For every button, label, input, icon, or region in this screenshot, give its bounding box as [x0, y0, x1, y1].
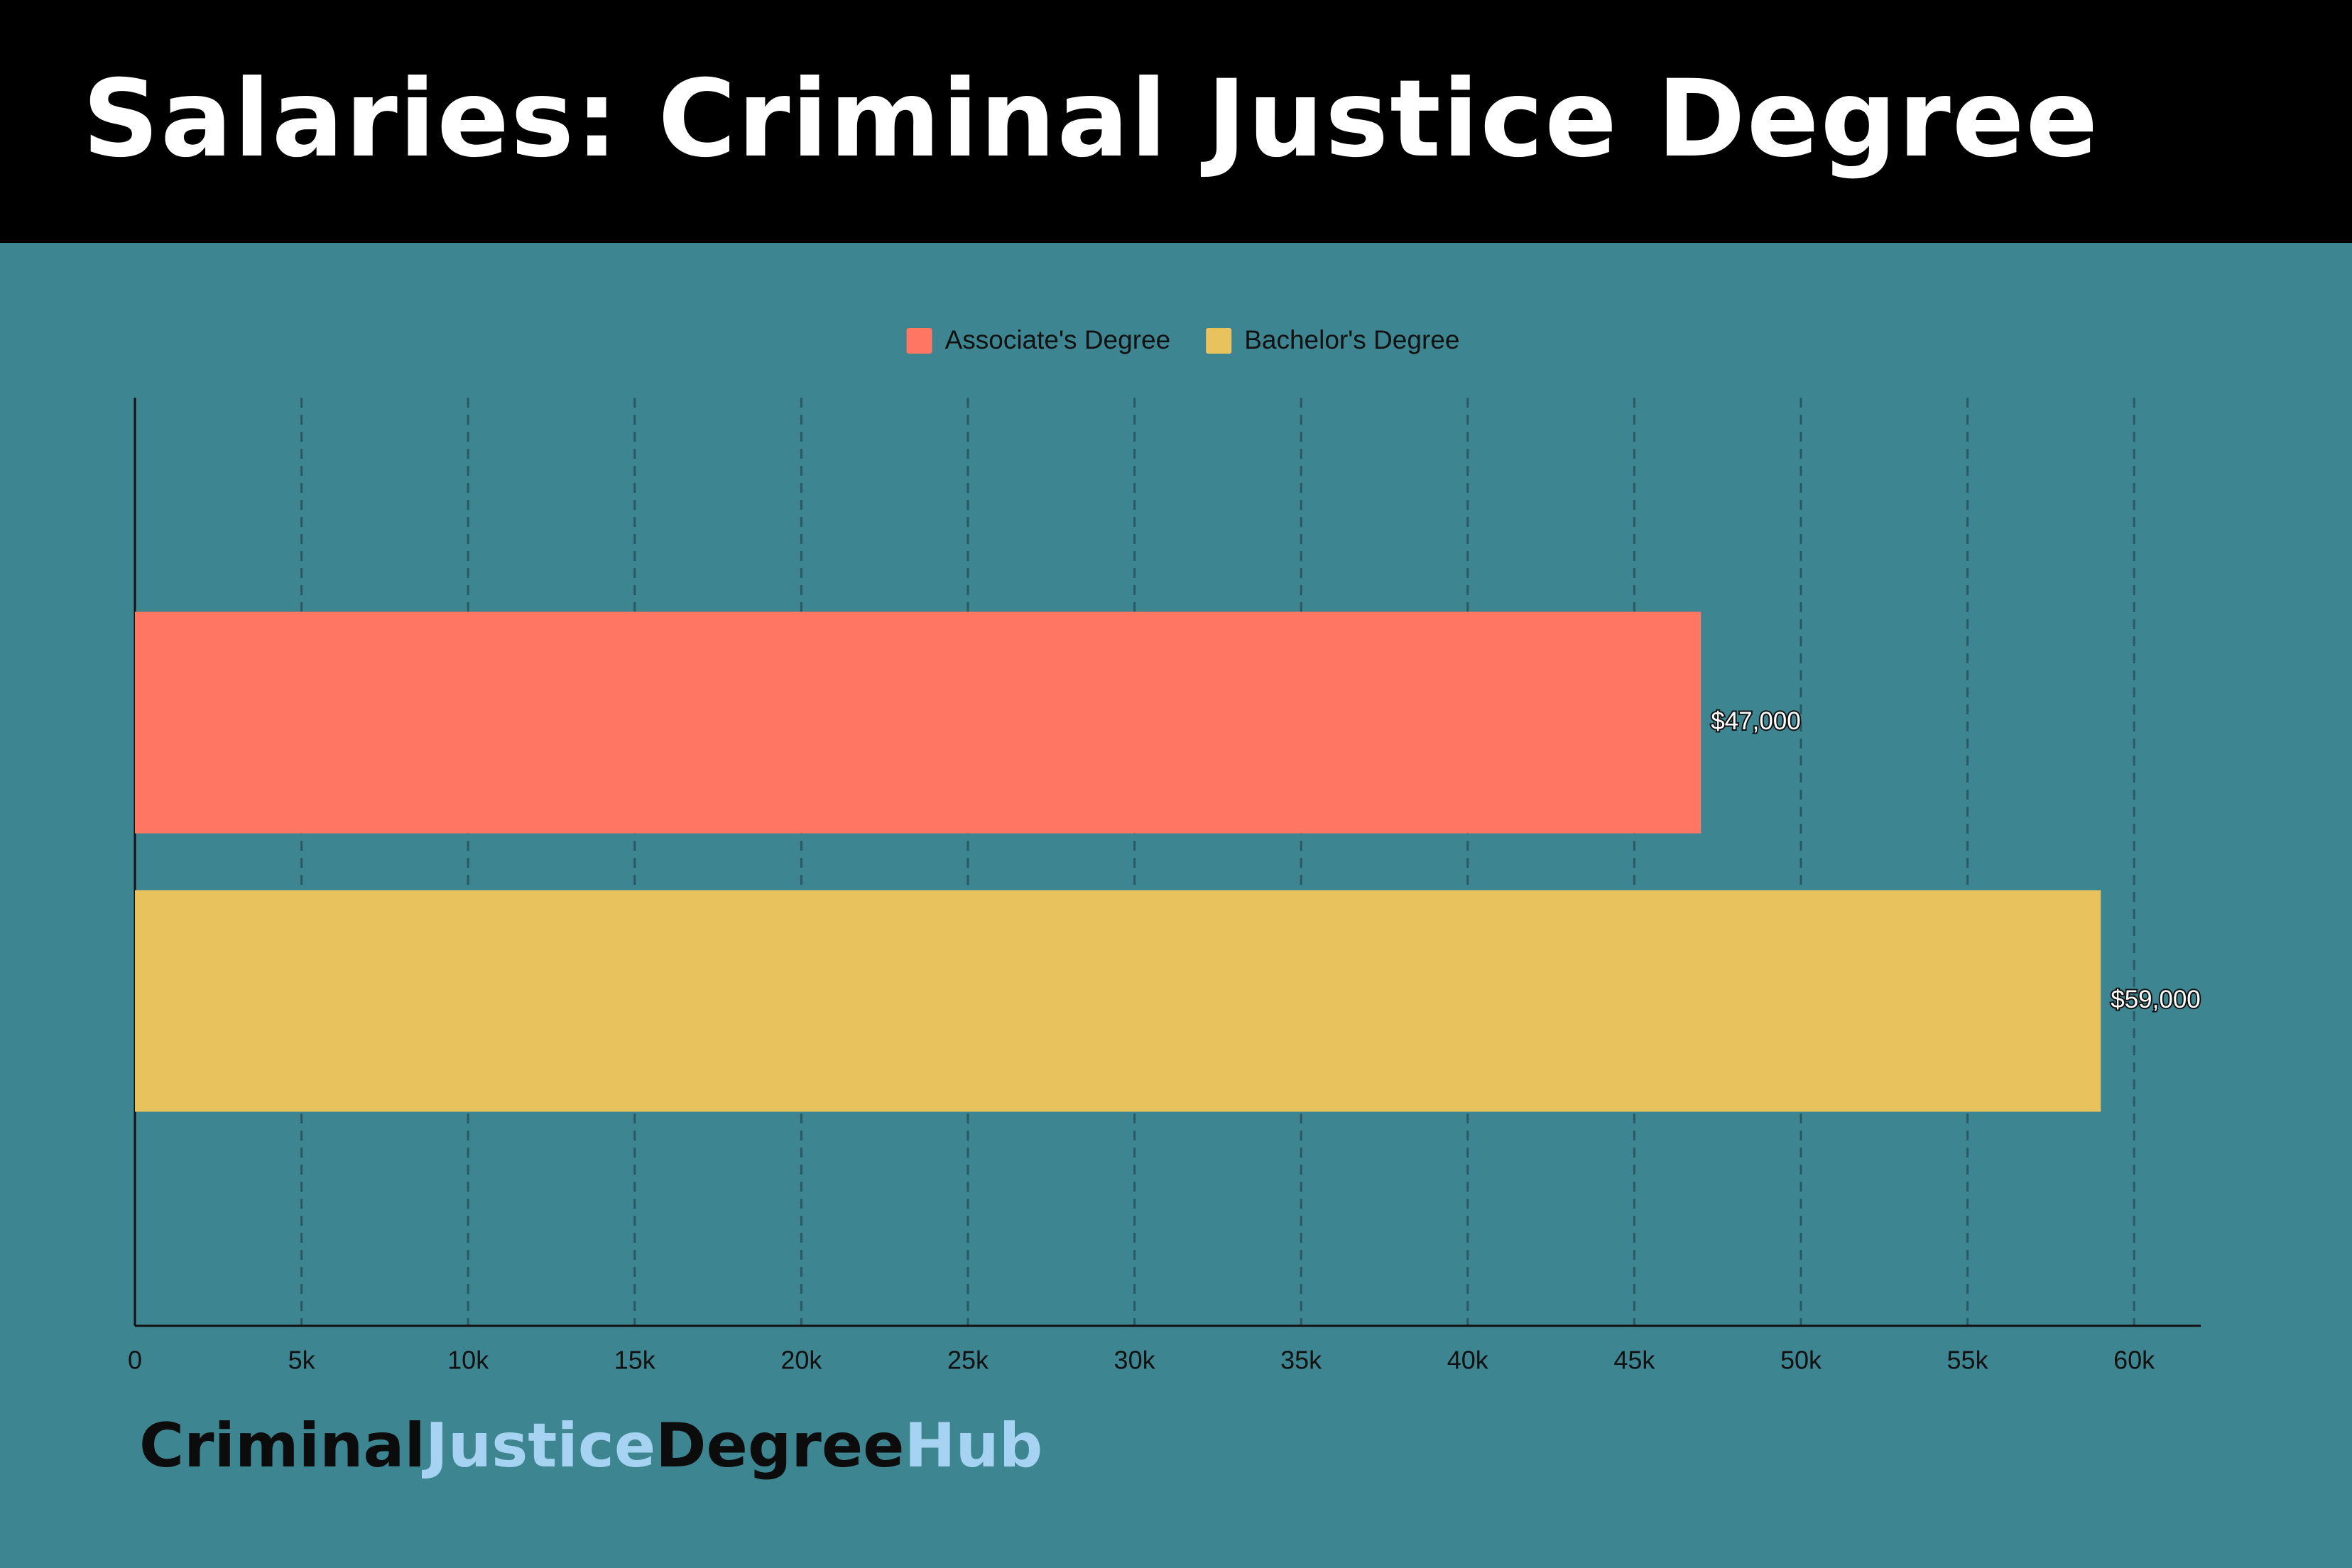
x-tick-label: 50k	[1780, 1346, 1822, 1375]
bar	[135, 611, 1702, 834]
x-tick-label: 5k	[288, 1346, 316, 1375]
brand: CriminalJusticeDegreeHub	[139, 1410, 1042, 1481]
x-tick-label: 55k	[1947, 1346, 1989, 1375]
legend-text: Bachelor's Degree	[1244, 325, 1459, 354]
x-tick-label: 30k	[1114, 1346, 1156, 1375]
brand-part: Hub	[905, 1410, 1043, 1481]
x-tick-label: 40k	[1447, 1346, 1489, 1375]
x-tick-label: 35k	[1280, 1346, 1322, 1375]
x-tick-label: 20k	[780, 1346, 822, 1375]
brand-part: Justice	[422, 1410, 655, 1481]
brand-part: Criminal	[139, 1410, 425, 1481]
chart-title: Salaries: Criminal Justice Degree	[82, 58, 2099, 181]
brand-part: Degree	[655, 1410, 904, 1481]
x-tick-label: 0	[128, 1346, 142, 1375]
x-tick-label: 25k	[947, 1346, 989, 1375]
legend-swatch	[1206, 328, 1232, 354]
legend-swatch	[906, 328, 932, 354]
title-bar	[0, 0, 2352, 243]
x-tick-label: 15k	[614, 1346, 656, 1375]
value-label: $59,000	[2111, 986, 2201, 1013]
legend-text: Associate's Degree	[945, 325, 1171, 354]
x-tick-label: 45k	[1613, 1346, 1655, 1375]
x-tick-label: 10k	[447, 1346, 489, 1375]
bar	[135, 890, 2101, 1112]
x-tick-label: 60k	[2113, 1346, 2155, 1375]
value-label: $47,000	[1711, 707, 1801, 735]
